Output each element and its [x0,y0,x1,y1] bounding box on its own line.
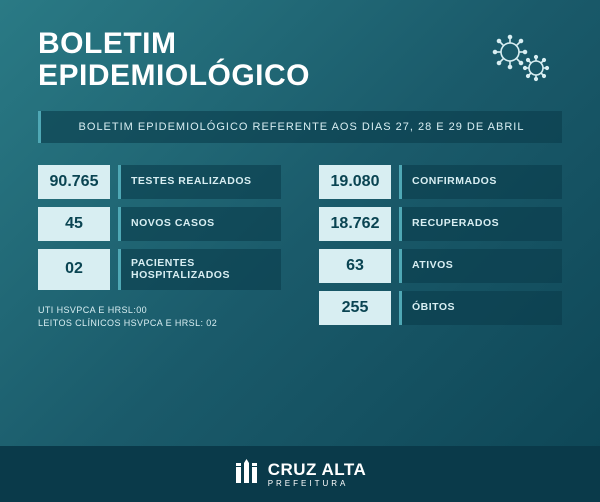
stat-value: 45 [38,207,110,241]
left-column: 90.765 TESTES REALIZADOS 45 NOVOS CASOS … [38,165,281,331]
stat-value: 63 [319,249,391,283]
footer-text: CRUZ ALTA PREFEITURA [268,461,367,488]
virus-icon [490,34,552,89]
stat-row: 255 ÓBITOS [319,291,562,325]
stat-value: 19.080 [319,165,391,199]
stat-value: 255 [319,291,391,325]
stat-label: TESTES REALIZADOS [118,165,281,199]
stat-row: 18.762 RECUPERADOS [319,207,562,241]
right-column: 19.080 CONFIRMADOS 18.762 RECUPERADOS 63… [319,165,562,331]
note-line: UTI HSVPCA E HRSL:00 [38,304,281,318]
stat-row: 45 NOVOS CASOS [38,207,281,241]
stat-row: 90.765 TESTES REALIZADOS [38,165,281,199]
notes: UTI HSVPCA E HRSL:00 LEITOS CLÍNICOS HSV… [38,304,281,331]
stat-label: RECUPERADOS [399,207,562,241]
title-line-2: EPIDEMIOLÓGICO [38,60,310,92]
stat-value: 90.765 [38,165,110,199]
subtitle-text: BOLETIM EPIDEMIOLÓGICO REFERENTE AOS DIA… [79,121,525,133]
footer-logo-icon [234,457,260,492]
stat-label: CONFIRMADOS [399,165,562,199]
stat-label: ATIVOS [399,249,562,283]
note-line: LEITOS CLÍNICOS HSVPCA E HRSL: 02 [38,317,281,331]
stat-label: PACIENTES HOSPITALIZADOS [118,249,281,290]
stat-row: 02 PACIENTES HOSPITALIZADOS [38,249,281,290]
page-title: BOLETIM EPIDEMIOLÓGICO [38,28,310,93]
stats-grid: 90.765 TESTES REALIZADOS 45 NOVOS CASOS … [38,165,562,331]
footer-sub: PREFEITURA [268,480,367,488]
title-line-1: BOLETIM [38,28,310,60]
stat-label: ÓBITOS [399,291,562,325]
stat-value: 02 [38,249,110,290]
footer: CRUZ ALTA PREFEITURA [0,446,600,502]
footer-brand: CRUZ ALTA [268,461,367,478]
stat-value: 18.762 [319,207,391,241]
subtitle-bar: BOLETIM EPIDEMIOLÓGICO REFERENTE AOS DIA… [38,111,562,143]
stat-row: 63 ATIVOS [319,249,562,283]
stat-row: 19.080 CONFIRMADOS [319,165,562,199]
stat-label: NOVOS CASOS [118,207,281,241]
